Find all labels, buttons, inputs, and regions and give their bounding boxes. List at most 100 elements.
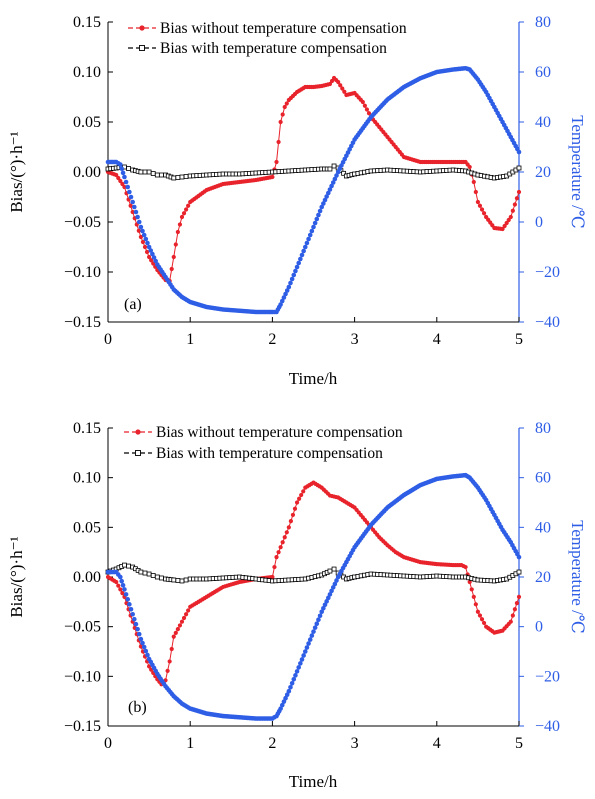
temperature-point — [286, 284, 292, 290]
temperature-point — [317, 613, 323, 619]
data-point — [512, 202, 517, 207]
data-point — [510, 613, 515, 618]
data-point — [126, 563, 131, 569]
temperature-point — [330, 585, 336, 590]
temperature-point — [329, 183, 334, 189]
data-point — [128, 203, 133, 208]
data-point — [146, 571, 152, 577]
temperature-point — [146, 244, 152, 250]
data-point — [286, 525, 291, 530]
temperature-point — [141, 644, 147, 650]
temperature-point — [120, 582, 126, 588]
temperature-point — [130, 611, 135, 617]
y2-tick-label: −40 — [535, 314, 560, 331]
data-point — [149, 258, 154, 263]
data-point — [120, 591, 125, 596]
data-point — [175, 627, 180, 632]
temperature-point — [123, 592, 129, 597]
temperature-point — [334, 578, 339, 583]
y2-tick-label: −20 — [535, 264, 560, 281]
series-bias-with-temperature-compensation — [105, 562, 522, 584]
temperature-point — [278, 302, 283, 307]
x-tick-label: 0 — [104, 735, 112, 752]
y2-axis-label: Temperature /℃ — [568, 520, 587, 634]
temperature-point — [133, 621, 139, 627]
data-point — [147, 254, 152, 260]
data-point — [516, 189, 522, 195]
temperature-point — [306, 236, 311, 242]
series-line — [107, 77, 520, 282]
data-point — [183, 577, 189, 583]
data-point — [327, 568, 333, 574]
data-point — [171, 175, 177, 181]
data-point — [173, 630, 178, 635]
data-point — [171, 254, 176, 260]
temperature-point — [322, 197, 328, 203]
temperature-point — [136, 631, 142, 637]
series-bias-with-temperature-compensation — [105, 163, 522, 181]
temperature-point — [304, 240, 310, 246]
x-tick-label: 2 — [268, 735, 276, 752]
temperature-point — [153, 258, 158, 264]
x-tick-label: 1 — [186, 331, 194, 348]
legend-item-black: Bias with temperature compensation — [124, 445, 383, 462]
data-point — [179, 174, 185, 180]
data-point — [508, 214, 513, 220]
legend-item-black: Bias with temperature compensation — [128, 40, 387, 57]
data-point — [516, 594, 522, 599]
data-point — [477, 203, 483, 208]
data-point — [270, 574, 275, 580]
temperature-point — [307, 637, 313, 642]
data-point — [301, 489, 306, 494]
data-point — [329, 78, 335, 84]
data-point — [360, 99, 365, 105]
data-point — [479, 617, 485, 622]
data-point — [118, 587, 123, 592]
temperature-point — [119, 166, 124, 171]
temperature-point — [283, 291, 288, 297]
data-point — [165, 668, 170, 673]
data-point — [467, 579, 472, 585]
data-point — [140, 239, 146, 245]
temperature-point — [140, 228, 145, 234]
legend-label: Bias with temperature compensation — [160, 40, 387, 57]
data-point — [475, 609, 480, 614]
legend-item-red: Bias without temperature compensation — [124, 424, 403, 441]
temperature-point — [312, 625, 318, 630]
temperature-point — [288, 280, 293, 286]
data-point — [284, 530, 289, 535]
data-point — [341, 170, 347, 176]
data-point — [342, 89, 347, 94]
temperature-point — [321, 605, 326, 611]
legend-label: Bias without temperature compensation — [156, 424, 403, 441]
temperature-point — [307, 232, 313, 238]
temperature-point — [302, 244, 308, 250]
plot-area-b: 0 1 2 3 4 5 0.15 0.10 0.05 0.00 −0.05 −0.10 −0.15 80 6… — [64, 420, 560, 752]
data-point — [473, 602, 478, 607]
temperature-point — [125, 184, 131, 190]
data-point — [274, 555, 279, 560]
data-point — [169, 266, 174, 272]
data-point — [175, 175, 181, 180]
temperature-point — [316, 617, 321, 623]
data-point — [481, 211, 487, 216]
temperature-point — [143, 648, 149, 654]
data-point — [122, 184, 127, 190]
data-point — [177, 222, 183, 227]
temperature-point — [329, 588, 334, 594]
y2-tick-label: −20 — [535, 668, 560, 685]
temperature-point — [324, 599, 329, 604]
panel-label: (a) — [124, 296, 142, 313]
data-point — [502, 223, 507, 229]
temperature-point — [289, 680, 295, 686]
data-point — [116, 583, 121, 588]
data-point — [297, 496, 302, 501]
series-bias-without-temperature-compensation — [105, 480, 522, 687]
temperature-point — [332, 176, 338, 182]
data-point — [181, 615, 187, 621]
data-point — [292, 506, 298, 511]
data-point — [516, 569, 522, 575]
y-tick-label: 0.05 — [73, 114, 101, 131]
y2-tick-label: 40 — [535, 114, 551, 131]
temperature-point — [319, 609, 325, 615]
